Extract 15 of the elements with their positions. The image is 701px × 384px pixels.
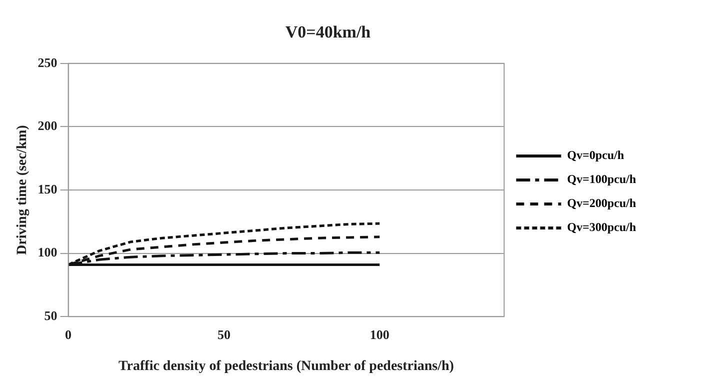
legend-label: Qv=300pcu/h xyxy=(567,220,636,234)
y-tick-label: 100 xyxy=(38,244,58,260)
x-tick-label: 0 xyxy=(65,326,72,342)
y-axis-title: Driving time (sec/km) xyxy=(15,124,30,255)
x-tick-label: 100 xyxy=(370,326,390,342)
y-tick-label: 200 xyxy=(38,118,58,134)
x-axis-title: Traffic density of pedestrians (Number of pedestrians/h) xyxy=(118,359,454,374)
y-tick-label: 50 xyxy=(44,308,58,323)
y-tick-label: 150 xyxy=(38,181,58,196)
legend-label: Qv=0pcu/h xyxy=(567,148,624,162)
legend-label: Qv=200pcu/h xyxy=(567,196,636,210)
x-tick-label: 50 xyxy=(217,326,230,342)
chart-title: V0=40km/h xyxy=(285,22,372,42)
legend-label: Qv=100pcu/h xyxy=(567,172,636,186)
y-tick-label: 250 xyxy=(38,54,58,70)
